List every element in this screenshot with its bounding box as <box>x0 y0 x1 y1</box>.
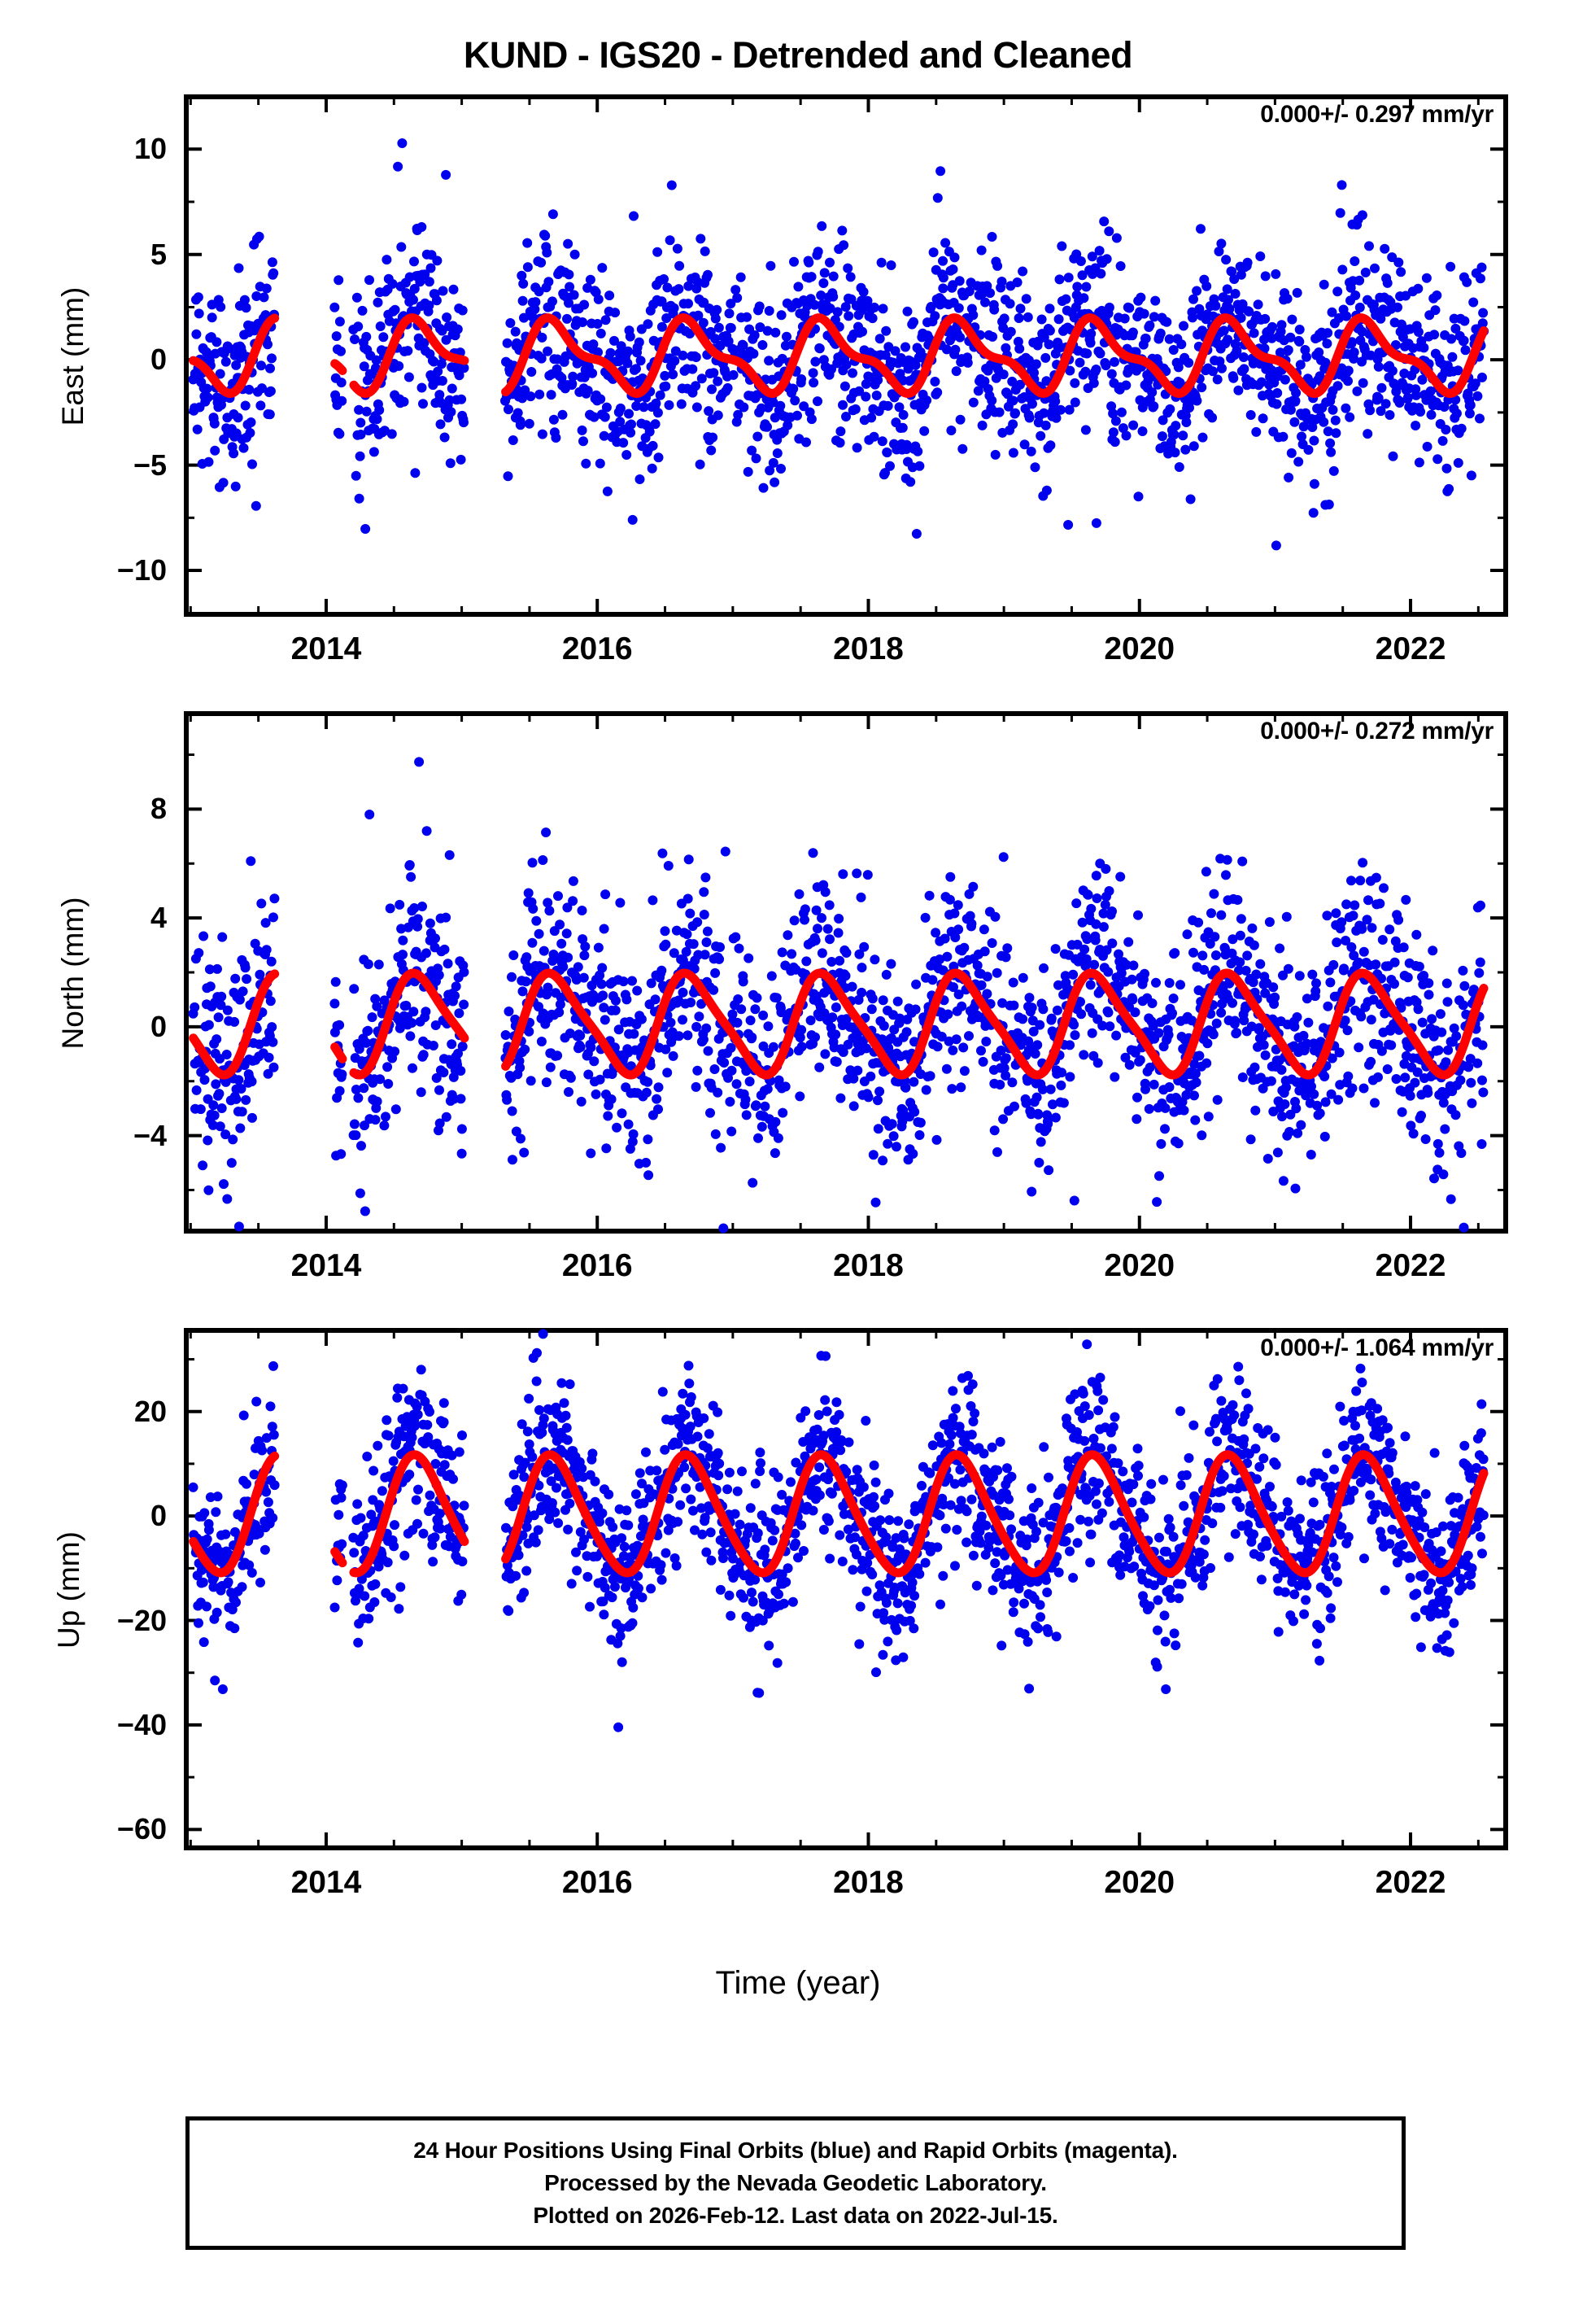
x-tick-label: 2020 <box>1104 631 1175 666</box>
tick-marks <box>184 1328 1508 1850</box>
y-tick-label: −20 <box>116 1603 167 1637</box>
y-tick-label: −60 <box>116 1812 167 1846</box>
plot-area-up <box>184 1328 1508 1850</box>
x-tick-label: 2018 <box>833 1248 904 1283</box>
panel-north: 0.000+/- 0.272 mm/yr <box>184 711 1508 1234</box>
x-tick-label: 2022 <box>1375 1865 1446 1900</box>
footer-caption-box: 24 Hour Positions Using Final Orbits (bl… <box>185 2116 1406 2250</box>
plot-area-north <box>184 711 1508 1234</box>
x-tick-label: 2022 <box>1375 631 1446 666</box>
y-tick-label: 20 <box>133 1394 167 1428</box>
plot-area-east <box>184 94 1508 617</box>
seasonal-fit-line <box>189 1450 1489 1578</box>
y-tick-label: 8 <box>150 792 167 826</box>
y-tick-label: −5 <box>133 448 167 482</box>
y-tick-label: −40 <box>116 1707 167 1741</box>
x-tick-label: 2014 <box>290 631 362 666</box>
x-tick-label: 2018 <box>833 1865 904 1900</box>
y-tick-label: 5 <box>150 237 167 271</box>
y-tick-label: 0 <box>150 1499 167 1533</box>
y-tick-label: 4 <box>150 901 167 935</box>
footer-line-2: Processed by the Nevada Geodetic Laborat… <box>544 2170 1047 2196</box>
x-tick-label: 2016 <box>561 631 633 666</box>
rate-annotation-east: 0.000+/- 0.297 mm/yr <box>1260 101 1494 128</box>
x-tick-label: 2016 <box>561 1865 633 1900</box>
y-tick-label: −4 <box>133 1118 167 1152</box>
x-tick-label: 2022 <box>1375 1248 1446 1283</box>
seasonal-fit-line <box>189 968 1489 1080</box>
y-tick-label: 0 <box>150 343 167 377</box>
rate-annotation-up: 0.000+/- 1.064 mm/yr <box>1260 1334 1494 1361</box>
y-tick-label: 10 <box>133 132 167 166</box>
tick-marks <box>184 94 1508 617</box>
scatter-points <box>188 1329 1489 1732</box>
seasonal-fit-line <box>189 313 1489 398</box>
x-tick-label: 2018 <box>833 631 904 666</box>
y-tick-label: −10 <box>116 553 167 587</box>
rate-annotation-north: 0.000+/- 0.272 mm/yr <box>1260 718 1494 745</box>
x-tick-label: 2016 <box>561 1248 633 1283</box>
panel-east: 0.000+/- 0.297 mm/yr <box>184 94 1508 617</box>
footer-line-3: Plotted on 2026-Feb-12. Last data on 202… <box>533 2202 1058 2228</box>
panel-up: 0.000+/- 1.064 mm/yr <box>184 1328 1508 1850</box>
x-tick-label: 2014 <box>290 1865 362 1900</box>
x-tick-label: 2020 <box>1104 1865 1175 1900</box>
footer-line-1: 24 Hour Positions Using Final Orbits (bl… <box>413 2138 1178 2164</box>
x-tick-label: 2014 <box>290 1248 362 1283</box>
x-tick-label: 2020 <box>1104 1248 1175 1283</box>
x-axis-title: Time (year) <box>715 1965 881 2001</box>
tick-marks <box>184 711 1508 1234</box>
y-tick-label: 0 <box>150 1009 167 1043</box>
figure-title: KUND - IGS20 - Detrended and Cleaned <box>463 34 1133 76</box>
